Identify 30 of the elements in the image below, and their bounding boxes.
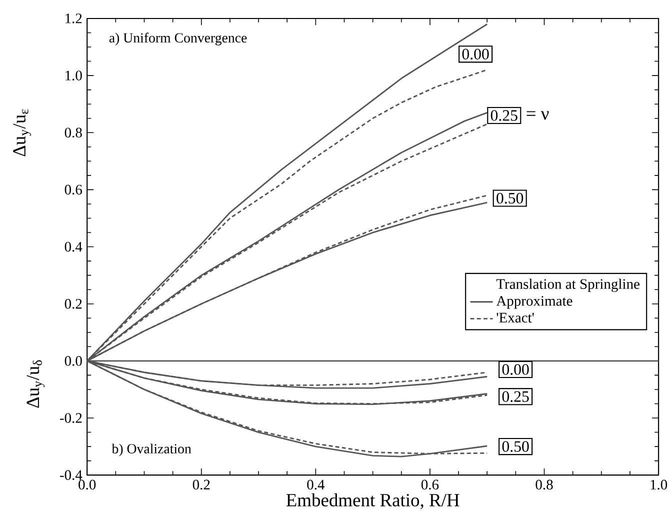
annotation: 0.00 <box>502 364 529 376</box>
x-tick-label: 0.2 <box>192 480 210 490</box>
annotation: 0.50 <box>502 441 529 452</box>
x-tick-label: 0.4 <box>307 480 325 490</box>
text: Δu$_{y}$/u$_{δ}$ <box>26 360 45 408</box>
annotation: a) Uniform Convergence <box>109 32 247 46</box>
x-tick-label: 0.6 <box>421 480 439 490</box>
annotation: b) Ovalization <box>112 444 192 456</box>
annotation: 0.25 <box>502 391 529 402</box>
x-tick-label: 1.0 <box>650 480 668 490</box>
y-tick-label: 0.8 <box>64 128 82 138</box>
y-tick-label: -0.2 <box>60 413 82 424</box>
y-tick-label: -0.4 <box>60 470 82 480</box>
y-tick-label: 0.4 <box>64 242 82 252</box>
annotation: 0.25 <box>490 110 518 122</box>
y-tick-label: 0.6 <box>64 184 82 195</box>
annotation: 0.00 <box>462 48 489 60</box>
annotation: = ν <box>526 111 549 120</box>
y-tick-label: 1.0 <box>66 70 82 81</box>
y-tick-label: 1.2 <box>66 14 82 24</box>
annotation: 0.50 <box>496 193 524 204</box>
y-tick-label: 0.0 <box>64 356 82 366</box>
y-tick-label: 0.2 <box>64 299 82 309</box>
x-tick-label: 0.8 <box>536 480 553 490</box>
legend-label: 'Exact' <box>496 313 534 323</box>
x-axis-title: Embedment Ratio, R/H <box>286 494 460 510</box>
legend-title: Translation at Springline <box>496 278 640 292</box>
x-tick-label: 0.0 <box>78 480 96 490</box>
legend-label: Approximate <box>496 296 572 309</box>
y-axis-title: Δu$_{y}$/u$_{ε}$ <box>13 109 32 156</box>
